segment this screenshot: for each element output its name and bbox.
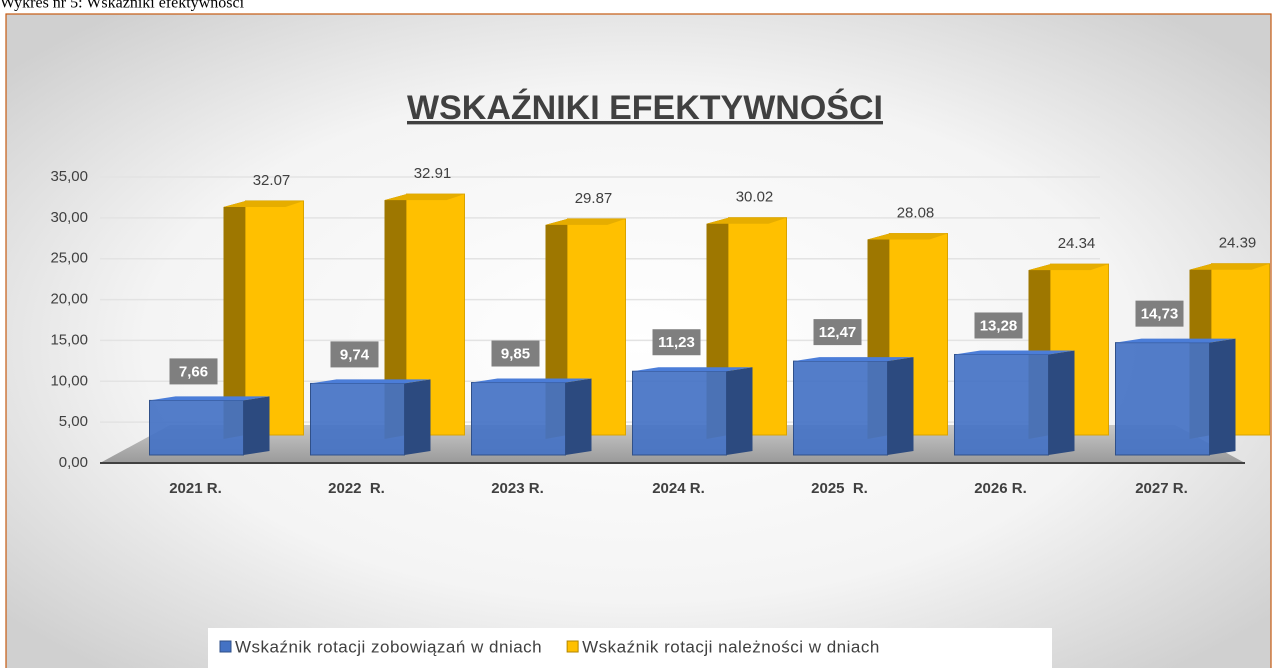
legend-label: Wskaźnik rotacji zobowiązań w dniach [235, 637, 542, 656]
bar-top [310, 379, 431, 384]
bar-top [793, 357, 914, 362]
data-label: 32.91 [414, 165, 452, 182]
legend-swatch [566, 640, 579, 653]
bar-top [954, 350, 1075, 355]
bar-top [1189, 263, 1270, 270]
bar [245, 200, 304, 436]
bar-side [384, 194, 407, 439]
chart-title: WSKAŹNIKI EFEKTYWNOŚCI [407, 89, 883, 127]
bar [471, 382, 566, 456]
bar [149, 399, 244, 456]
legend-label: Wskaźnik rotacji należności w dniach [582, 637, 880, 656]
data-label: 7,66 [179, 363, 208, 380]
y-tick-label: 5,00 [59, 413, 88, 430]
y-tick-label: 30,00 [50, 209, 88, 226]
caption: Wykres nr 5: Wskaźniki efektywności [0, 0, 245, 12]
bar [793, 360, 888, 456]
y-tick-label: 20,00 [50, 291, 88, 308]
bar-side [887, 357, 914, 455]
bar [310, 382, 405, 456]
y-tick-label: 25,00 [50, 250, 88, 267]
bar-top [223, 200, 304, 207]
data-label: 14,73 [1141, 306, 1179, 323]
bar-side [1048, 350, 1075, 455]
bar-top [471, 378, 592, 383]
data-label: 9,74 [340, 346, 370, 363]
y-tick-label: 0,00 [59, 454, 88, 471]
data-label: 24.39 [1219, 235, 1257, 252]
data-label: 24.34 [1058, 235, 1096, 252]
data-label: 32.07 [253, 172, 291, 189]
data-label: 28.08 [897, 205, 935, 222]
x-tick-label: 2024 R. [652, 480, 705, 497]
data-label: 29.87 [575, 190, 613, 207]
data-label: 11,23 [658, 334, 695, 351]
bar-top [706, 217, 787, 224]
data-label-box [1135, 300, 1184, 327]
data-label-box [169, 358, 218, 385]
legend-swatch [219, 640, 232, 653]
data-label: 13,28 [980, 317, 1018, 334]
data-label-box [974, 312, 1023, 339]
bar [954, 353, 1049, 456]
data-label-box [813, 319, 862, 346]
x-tick-label: 2022 R. [328, 480, 385, 497]
bar-top [632, 367, 753, 372]
data-label-box [491, 340, 540, 367]
bar-top [1115, 338, 1236, 343]
bar-side [243, 396, 270, 455]
x-tick-label: 2025 R. [811, 480, 868, 497]
bar-side [726, 367, 753, 455]
data-label: 9,85 [501, 345, 530, 362]
data-label: 12,47 [819, 324, 857, 341]
bar-top [149, 396, 270, 401]
bar-top [1028, 264, 1109, 271]
y-tick-label: 10,00 [50, 372, 88, 389]
bar [1115, 342, 1210, 456]
bar-side [404, 379, 431, 455]
bar-top [867, 233, 948, 240]
x-tick-label: 2026 R. [974, 480, 1027, 497]
data-label-box [652, 329, 701, 356]
x-tick-label: 2027 R. [1135, 480, 1188, 497]
data-label-box [330, 341, 379, 368]
y-tick-label: 35,00 [50, 168, 88, 185]
y-tick-label: 15,00 [50, 331, 88, 348]
bar [632, 370, 727, 456]
legend [208, 628, 1052, 668]
bar-side [565, 378, 592, 455]
bar-top [545, 218, 626, 225]
data-label: 30.02 [736, 189, 774, 206]
bar-side [223, 200, 246, 439]
bar-top [384, 194, 465, 201]
x-tick-label: 2023 R. [491, 480, 544, 497]
bar-side [1209, 338, 1236, 455]
x-tick-label: 2021 R. [169, 480, 222, 497]
